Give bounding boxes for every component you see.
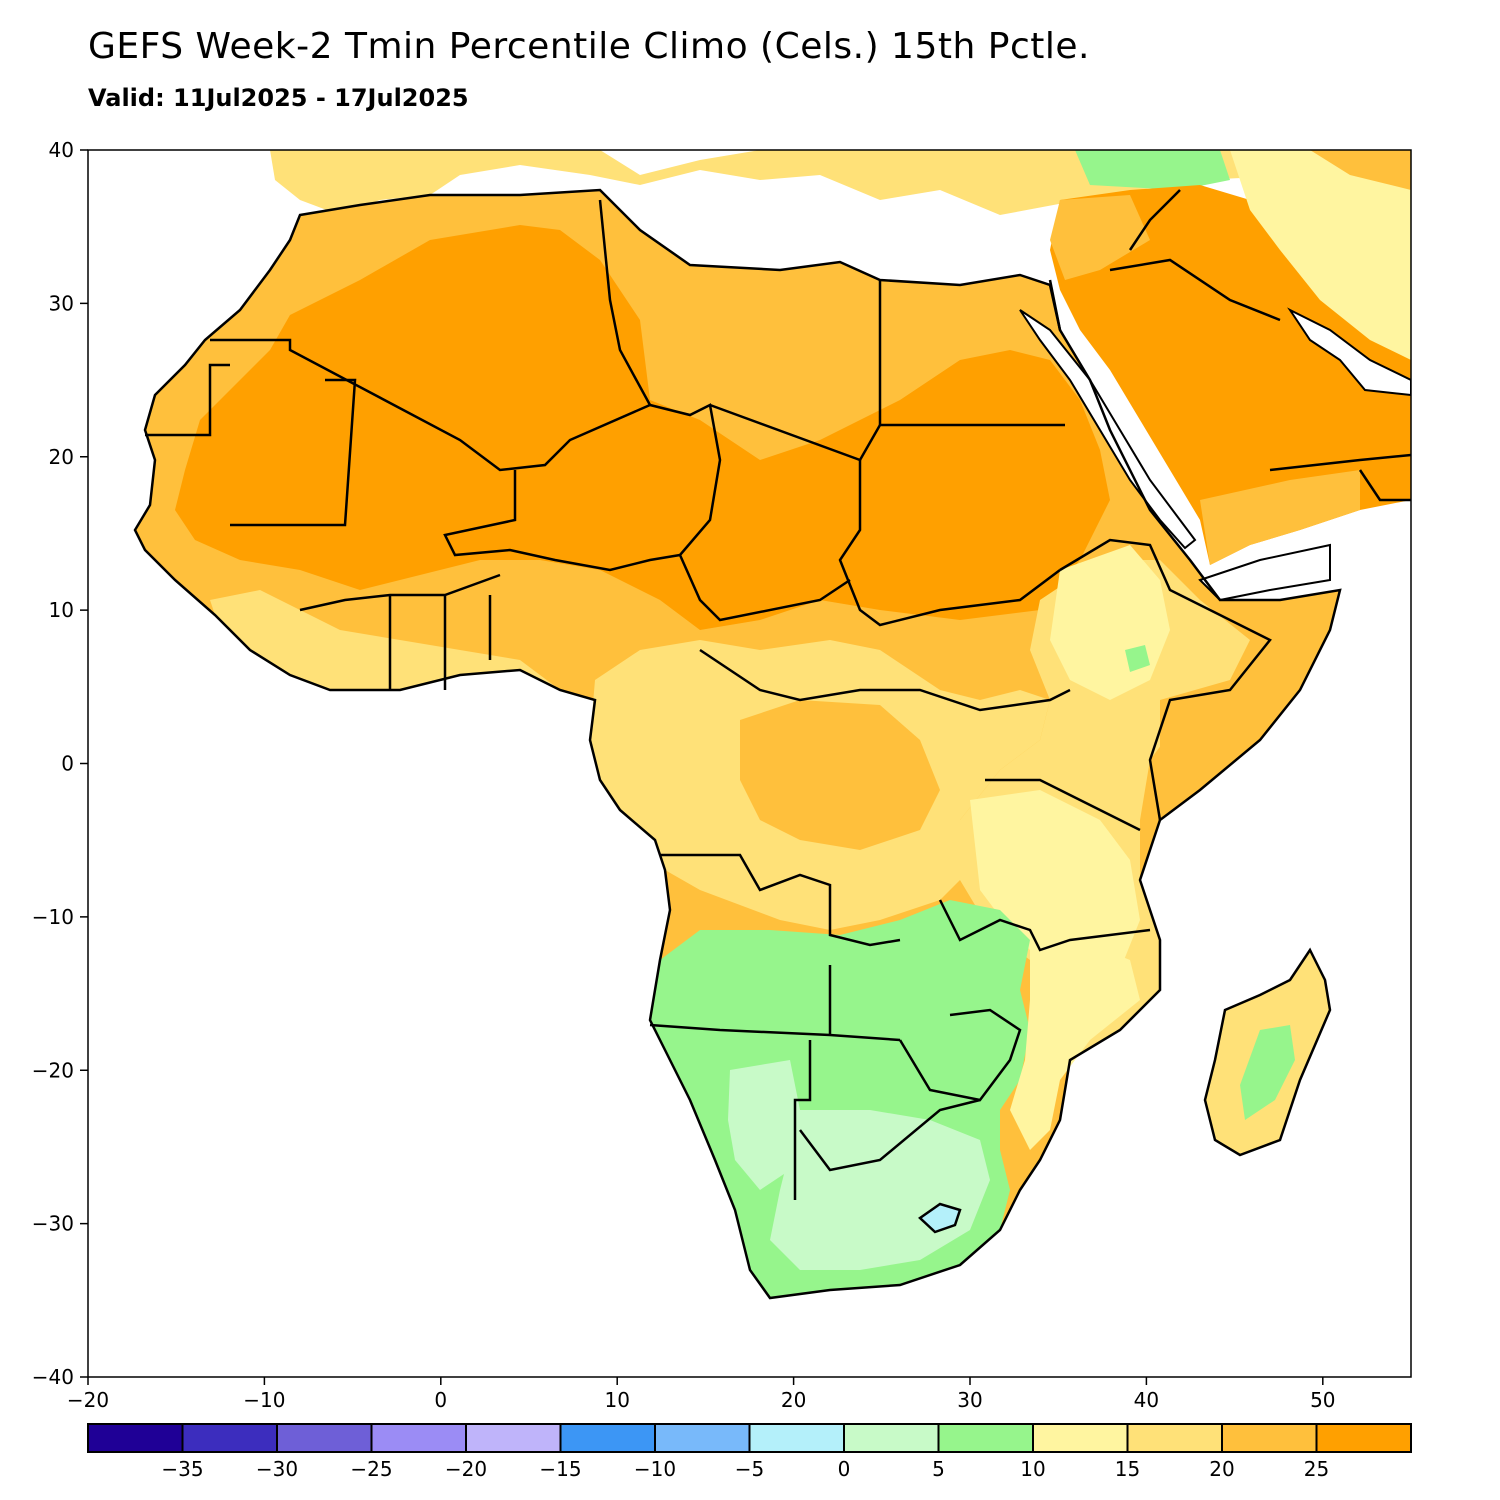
x-tick-label: 30	[957, 1388, 982, 1412]
colorbar-label: 0	[838, 1457, 851, 1481]
colorbar-swatch	[465, 1423, 562, 1453]
y-tick-label: 10	[49, 598, 74, 622]
colorbar-swatch	[370, 1423, 467, 1453]
libya-egypt-lighter	[640, 265, 900, 380]
colorbar-label: 10	[1020, 1457, 1045, 1481]
y-tick-label: −20	[32, 1058, 74, 1082]
x-tick-label: 40	[1134, 1388, 1159, 1412]
levant-lighter	[1050, 195, 1150, 280]
colorbar-swatch	[181, 1423, 278, 1453]
y-tick-label: −10	[32, 905, 74, 929]
colorbar-swatch	[937, 1423, 1034, 1453]
colorbar-swatch	[1315, 1423, 1412, 1453]
ethiopia-green-spot	[1125, 645, 1150, 672]
sahara-core	[175, 225, 1110, 630]
x-tick-label: 0	[434, 1388, 447, 1412]
x-tick-label: 50	[1310, 1388, 1335, 1412]
colorbar-swatch	[1221, 1423, 1318, 1453]
colorbar-swatch	[559, 1423, 656, 1453]
horn-warm	[1160, 650, 1290, 800]
colorbar-label: −35	[161, 1457, 203, 1481]
colorbar-swatch	[1126, 1423, 1223, 1453]
africa-coastline	[133, 188, 1342, 1300]
y-tick-label: −30	[32, 1212, 74, 1236]
colorbar-label: −5	[735, 1457, 764, 1481]
colorbar-label: −15	[539, 1457, 581, 1481]
y-tick-label: 40	[49, 138, 74, 162]
red-sea	[1019, 309, 1197, 550]
colorbar-swatch	[843, 1423, 940, 1453]
namibia-interior	[728, 1060, 800, 1190]
lesotho-cold	[918, 1202, 962, 1234]
colorbar-swatch	[654, 1423, 751, 1453]
colorbar-swatch	[748, 1423, 845, 1453]
colorbar-swatch	[276, 1423, 373, 1453]
iran-zone	[1230, 150, 1411, 360]
colorbar-label: −30	[256, 1457, 298, 1481]
iran-warm	[1310, 150, 1411, 190]
colorbar-label: 5	[932, 1457, 945, 1481]
tanzania-light	[970, 790, 1140, 990]
colorbar-label: 20	[1209, 1457, 1234, 1481]
colorbar-swatch	[1032, 1423, 1129, 1453]
land-layer	[135, 150, 1411, 1298]
y-axis-ticks: 40 30 20 10 0 −10 −20 −30 −40	[32, 138, 88, 1389]
gulf-guinea-zone	[210, 590, 560, 690]
colorbar-label: −20	[445, 1457, 487, 1481]
congo-warm	[740, 700, 940, 850]
x-tick-label: −20	[67, 1388, 109, 1412]
colorbar-label: 15	[1115, 1457, 1140, 1481]
mozambique-light	[1010, 940, 1140, 1150]
map-title: GEFS Week-2 Tmin Percentile Climo (Cels.…	[88, 26, 1090, 67]
yemen-warm	[1200, 470, 1360, 565]
colorbar-label: −25	[350, 1457, 392, 1481]
x-tick-label: 20	[781, 1388, 806, 1412]
y-tick-label: 20	[49, 445, 74, 469]
colorbar-label: −10	[634, 1457, 676, 1481]
country-borders	[145, 189, 1411, 1200]
colorbar: −35 −30 −25 −20 −15 −10 −5 0 5 10 15 20 25	[87, 1423, 1412, 1481]
colorbar-swatch	[87, 1423, 184, 1453]
colorbar-label: 25	[1304, 1457, 1329, 1481]
persian-gulf	[1287, 307, 1411, 397]
x-tick-label: −10	[243, 1388, 285, 1412]
x-axis-ticks: −20 −10 0 10 20 30 40 50	[67, 1377, 1336, 1412]
y-tick-label: −40	[32, 1365, 74, 1389]
madagascar-green	[1240, 1025, 1295, 1120]
y-tick-label: 0	[61, 752, 74, 776]
y-tick-label: 30	[49, 291, 74, 315]
map-subtitle: Valid: 11Jul2025 - 17Jul2025	[88, 84, 469, 112]
x-tick-label: 10	[604, 1388, 629, 1412]
turkey-green	[1075, 150, 1230, 190]
